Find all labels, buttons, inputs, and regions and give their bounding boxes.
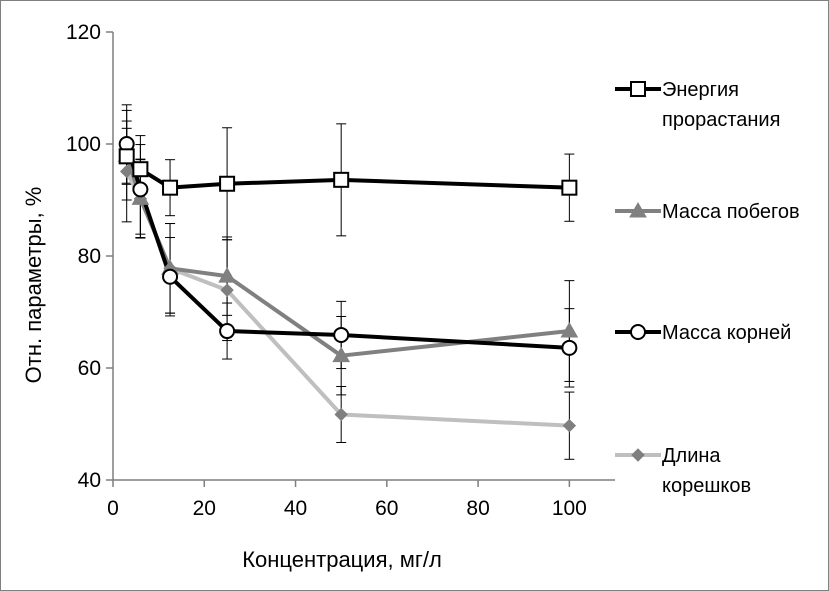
x-tick-label: 80 [466,497,489,520]
axes: 40 60 80 100 120 0 20 40 60 80 100 [66,21,615,520]
legend-label: Энергия [662,79,739,101]
legend-label: Длина [662,445,721,467]
legend-label: прорастания [662,109,780,131]
legend-marker [630,324,646,340]
data-point [119,164,134,179]
legend: Энергия прорастания Масса побегов Масса кор… [615,79,800,497]
data-point [561,339,578,356]
y-tick-label: 80 [78,245,101,268]
y-tick-label: 120 [66,21,101,44]
y-tick-label: 40 [78,469,101,492]
data-point [333,171,350,188]
data-point [219,175,236,192]
data-point [132,181,149,198]
x-tick-label: 40 [284,497,307,520]
x-tick-label: 60 [375,497,398,520]
data-point [560,322,579,338]
data-point [333,326,350,343]
data-point [162,179,179,196]
x-tick-label: 20 [193,497,216,520]
y-axis-title: Отн. параметры, % [21,187,46,384]
series-markers [117,136,579,433]
legend-label: Масса корней [662,322,791,344]
legend-marker [630,81,646,97]
legend-label: корешков [662,475,751,497]
error-bars [121,104,575,460]
data-point [220,283,234,297]
x-tick-label: 100 [552,497,587,520]
y-tick-label: 60 [78,357,101,380]
data-point [132,161,149,178]
data-point [561,179,578,196]
y-tick-label: 100 [66,133,101,156]
x-tick-label: 0 [107,497,119,520]
data-point [118,148,135,165]
legend-marker [631,448,645,462]
x-axis-title: Концентрация, мг/л [242,547,442,572]
data-point [219,323,236,340]
data-point [162,268,179,285]
data-point [218,267,236,283]
legend-marker [629,201,647,218]
data-point [334,407,348,422]
data-point [562,418,577,433]
legend-label: Масса побегов [662,201,800,223]
data-point [332,346,351,363]
